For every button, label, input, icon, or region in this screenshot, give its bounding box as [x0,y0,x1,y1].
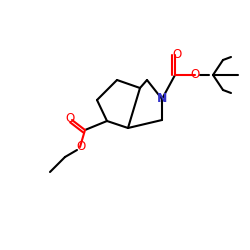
Text: O: O [66,112,74,126]
Text: O: O [190,68,200,80]
Text: O: O [76,140,86,153]
Text: N: N [157,92,167,106]
Text: O: O [172,48,182,60]
